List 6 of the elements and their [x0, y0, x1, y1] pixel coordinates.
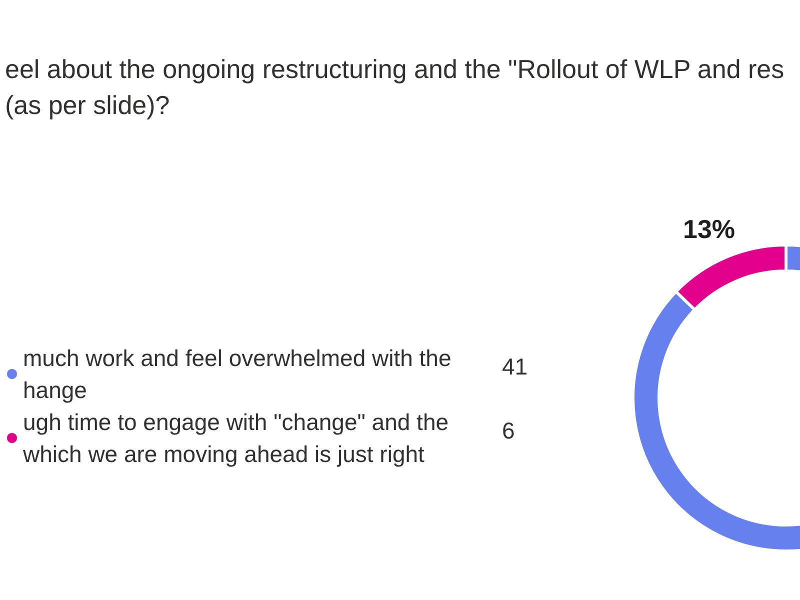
chart-title: eel about the ongoing restructuring and the "Rollout of WLP and res: [5, 54, 784, 84]
chart-subtitle: (as per slide)?: [5, 90, 170, 120]
data-label: 41: [502, 354, 528, 380]
legend-label: ugh time to engage with "change" and the which we are moving ahead is just right: [22, 409, 455, 467]
data-label: 6: [502, 418, 515, 444]
text: 13%: [682, 214, 736, 244]
